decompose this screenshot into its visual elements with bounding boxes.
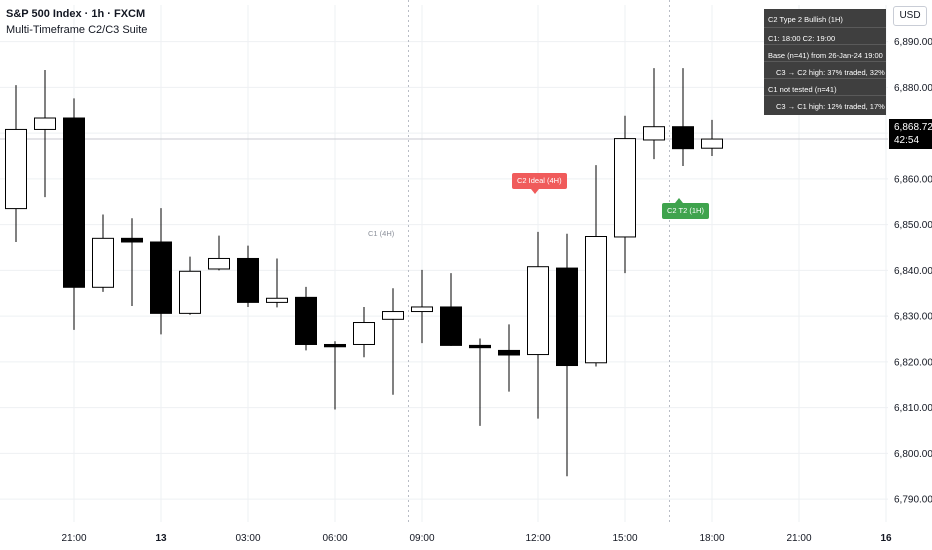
candle-body-bullish xyxy=(614,138,636,238)
candle-body-bullish xyxy=(353,322,375,345)
candle-body-bearish xyxy=(63,117,85,288)
candle-body-bullish xyxy=(411,306,433,313)
c2-ideal-label: C2 Ideal (4H) xyxy=(512,173,567,189)
symbol-title[interactable]: S&P 500 Index · 1h · FXCM xyxy=(6,8,146,20)
last-price-value: 6,868.72 xyxy=(894,122,932,133)
candle-body-bearish xyxy=(672,126,694,150)
candle-body-bullish xyxy=(208,257,230,270)
info-row-c3-c2: C3 → C2 high: 37% traded, 32% closed xyxy=(764,61,909,82)
x-tick-label: 06:00 xyxy=(322,533,347,544)
y-tick-label: 6,850.00 xyxy=(894,220,932,231)
x-tick-label: 09:00 xyxy=(409,533,434,544)
info-row-times: C1: 18:00 C2: 19:00 xyxy=(764,27,886,48)
candle-body-bearish xyxy=(556,267,578,367)
y-tick-label: 6,860.00 xyxy=(894,174,932,185)
x-tick-label: 12:00 xyxy=(525,533,550,544)
candle-body-bullish xyxy=(701,138,723,149)
candle-body-bearish xyxy=(469,344,491,349)
candle-body-bearish xyxy=(121,237,143,243)
c1-4h-marker: C1 (4H) xyxy=(368,229,395,238)
candle-body-bullish xyxy=(179,270,201,314)
y-tick-label: 6,800.00 xyxy=(894,449,932,460)
currency-button[interactable]: USD xyxy=(893,6,927,26)
x-tick-label: 03:00 xyxy=(235,533,260,544)
bar-countdown: 42:54 xyxy=(894,135,920,146)
candle-body-bullish xyxy=(5,128,27,210)
x-tick-label: 21:00 xyxy=(786,533,811,544)
candle-body-bearish xyxy=(440,306,462,346)
indicator-info-table: C2 Type 2 Bullish (1H) C1: 18:00 C2: 19:… xyxy=(764,9,909,116)
info-row-type: C2 Type 2 Bullish (1H) xyxy=(768,15,843,24)
x-tick-label: 18:00 xyxy=(699,533,724,544)
candle-body-bearish xyxy=(324,343,346,348)
y-tick-label: 6,890.00 xyxy=(894,37,932,48)
y-tick-label: 6,820.00 xyxy=(894,357,932,368)
x-tick-label: 21:00 xyxy=(61,533,86,544)
x-tick-label: 15:00 xyxy=(612,533,637,544)
info-row-base: Base (n=41) from 26-Jan-24 19:00 xyxy=(764,44,886,65)
x-tick-label: 16 xyxy=(880,533,892,544)
chart-header: S&P 500 Index · 1h · FXCM Multi-Timefram… xyxy=(6,6,147,38)
candle-body-bearish xyxy=(498,349,520,356)
y-tick-label: 6,790.00 xyxy=(894,495,932,506)
candle-body-bullish xyxy=(585,236,607,364)
candle-body-bearish xyxy=(237,257,259,303)
info-row-c1: C1 not tested (n=41) xyxy=(764,78,886,99)
y-tick-label: 6,880.00 xyxy=(894,83,932,94)
candle-body-bearish xyxy=(150,241,172,314)
y-tick-label: 6,840.00 xyxy=(894,266,932,277)
candle-body-bullish xyxy=(34,117,56,130)
y-tick-label: 6,830.00 xyxy=(894,312,932,323)
candle-body-bullish xyxy=(266,297,288,303)
y-tick-label: 6,810.00 xyxy=(894,403,932,414)
x-tick-label: 13 xyxy=(155,533,167,544)
c2-t2-pointer xyxy=(675,198,683,203)
candle-body-bullish xyxy=(527,266,549,356)
indicator-title[interactable]: Multi-Timeframe C2/C3 Suite xyxy=(6,24,148,36)
last-price-tag: 6,868.72 42:54 xyxy=(889,119,932,149)
candle-body-bearish xyxy=(295,296,317,345)
candle-body-bullish xyxy=(643,126,665,141)
c2-ideal-pointer xyxy=(531,189,539,194)
c2-t2-label: C2 T2 (1H) xyxy=(662,203,709,219)
info-row-c3-c1: C3 → C1 high: 12% traded, 17% closed xyxy=(764,95,909,116)
candle-body-bullish xyxy=(382,311,404,320)
candle-body-bullish xyxy=(92,237,114,288)
